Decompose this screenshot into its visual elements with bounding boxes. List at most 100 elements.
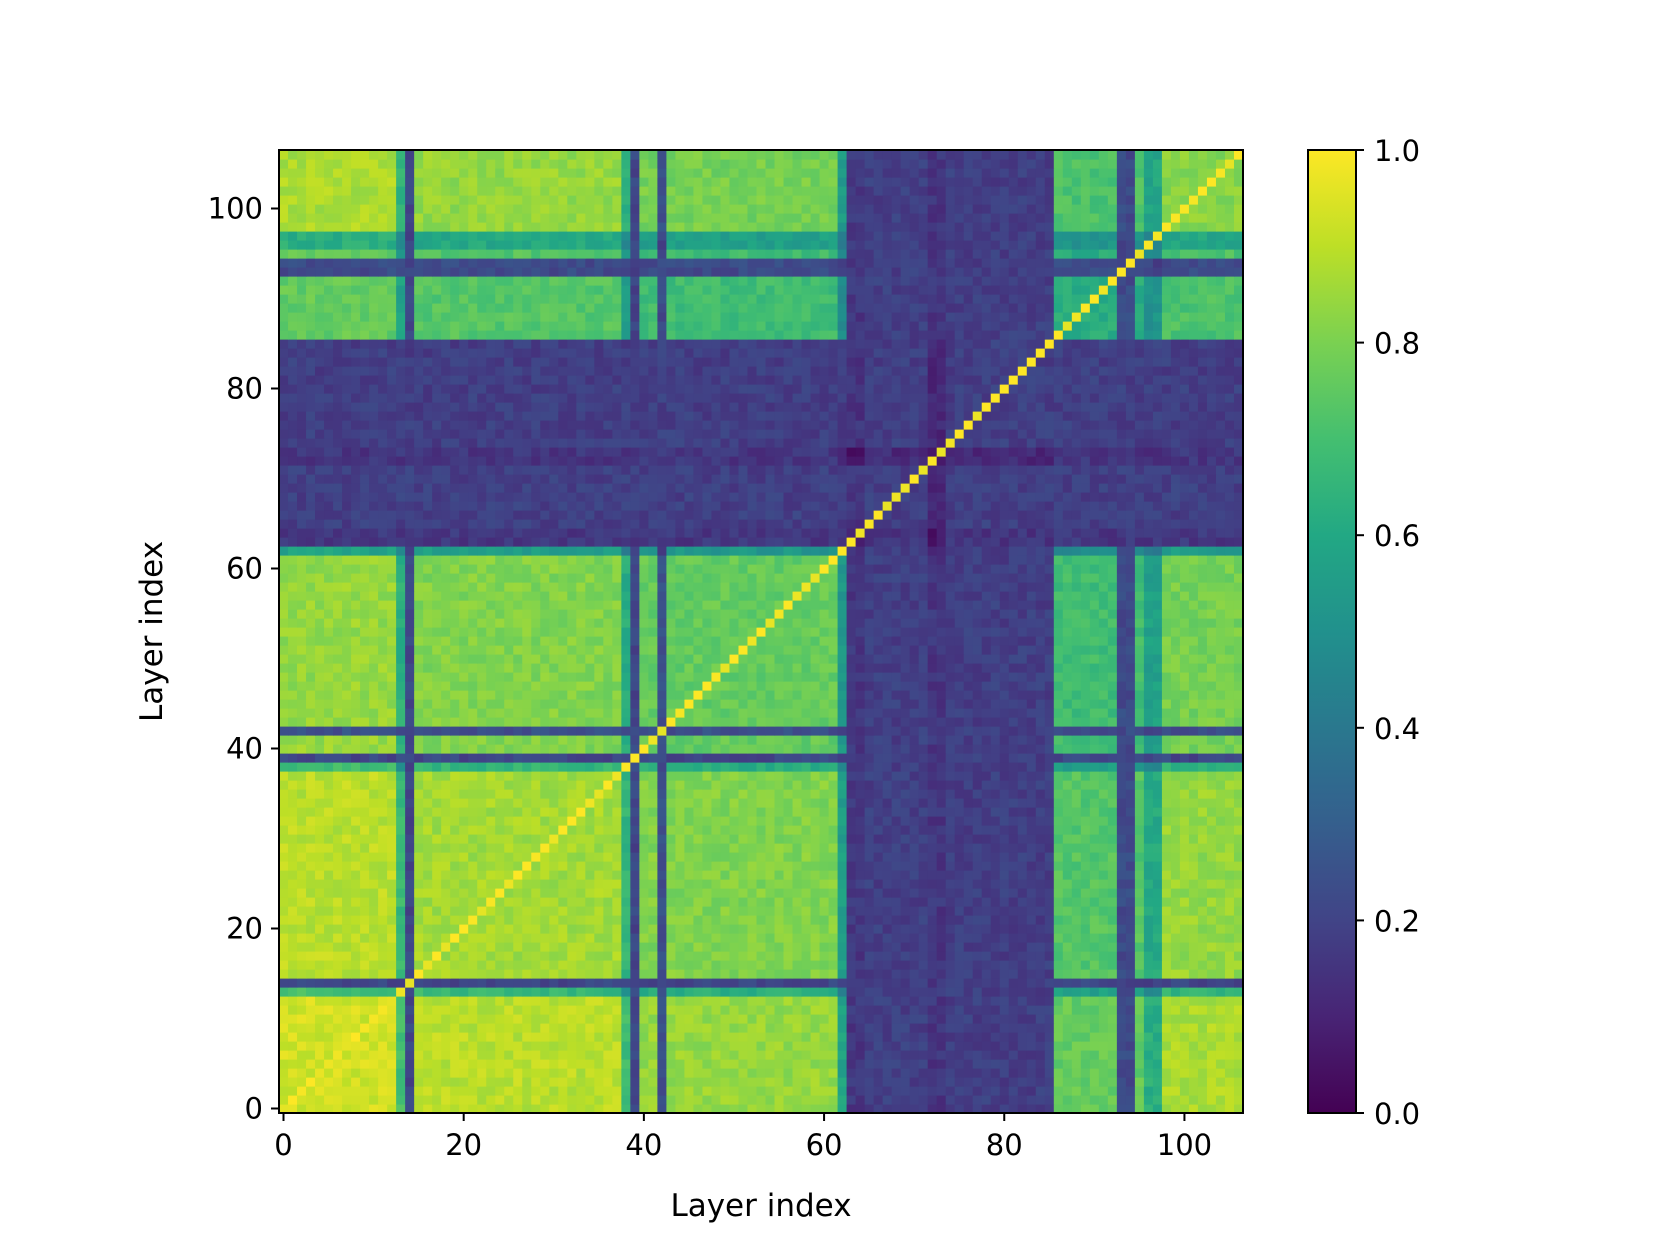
heatmap-cell <box>1170 717 1181 727</box>
heatmap-cell <box>738 1050 749 1060</box>
heatmap-cell <box>864 789 875 799</box>
heatmap-cell <box>648 1005 658 1015</box>
heatmap-cell <box>981 1050 992 1060</box>
heatmap-cell <box>1017 798 1028 808</box>
heatmap-cell <box>387 807 397 817</box>
heatmap-cell <box>1044 924 1055 934</box>
heatmap-cell <box>1035 834 1046 844</box>
heatmap-cell <box>1080 1041 1091 1051</box>
heatmap-cell <box>801 843 812 853</box>
heatmap-cell <box>324 888 334 898</box>
heatmap-cell <box>1080 1032 1091 1042</box>
heatmap-cell <box>1197 897 1208 907</box>
heatmap-cell <box>1125 1032 1136 1042</box>
heatmap-cell <box>1188 1095 1199 1105</box>
heatmap-cell <box>576 924 586 934</box>
heatmap-cell <box>630 1086 640 1096</box>
heatmap-cell <box>1233 870 1244 880</box>
heatmap-cell <box>450 690 460 700</box>
heatmap-cell <box>828 987 839 997</box>
heatmap-cell <box>1206 726 1217 736</box>
heatmap-cell <box>648 780 658 790</box>
heatmap-cell <box>783 1068 794 1078</box>
heatmap-cell <box>522 888 532 898</box>
heatmap-cell <box>297 762 307 772</box>
heatmap-cell <box>900 969 911 979</box>
heatmap-cell <box>540 1104 550 1114</box>
heatmap-cell <box>918 906 929 916</box>
heatmap-cell <box>792 825 803 835</box>
heatmap-cell <box>990 969 1001 979</box>
heatmap-cell <box>738 1023 749 1033</box>
heatmap-cell <box>810 789 821 799</box>
heatmap-cell <box>1188 708 1199 718</box>
heatmap-cell <box>1008 1086 1019 1096</box>
heatmap-cell <box>486 933 496 943</box>
heatmap-cell <box>1152 933 1163 943</box>
heatmap-cell <box>747 870 758 880</box>
heatmap-cell <box>1125 1023 1136 1033</box>
heatmap-cell <box>792 897 803 907</box>
heatmap-cell <box>1179 1050 1190 1060</box>
heatmap-cell <box>711 1032 722 1042</box>
heatmap-cell <box>864 1005 875 1015</box>
heatmap-cell <box>468 1068 478 1078</box>
heatmap-cell <box>630 978 640 988</box>
heatmap-cell <box>1089 933 1100 943</box>
heatmap-cell <box>774 726 785 736</box>
heatmap-cell <box>801 1086 812 1096</box>
heatmap-cell <box>1179 1014 1190 1024</box>
heatmap-cell <box>657 978 667 988</box>
heatmap-cell <box>837 969 848 979</box>
heatmap-cell <box>333 951 343 961</box>
heatmap-cell <box>675 690 686 700</box>
heatmap-cell <box>450 987 460 997</box>
heatmap-cell <box>558 735 568 745</box>
heatmap-cell <box>810 816 821 826</box>
heatmap-cell <box>1044 744 1055 754</box>
heatmap-cell <box>675 726 686 736</box>
heatmap-cell <box>756 987 767 997</box>
heatmap-cell <box>693 996 704 1006</box>
heatmap-cell <box>936 1104 947 1114</box>
heatmap-cell <box>504 717 514 727</box>
heatmap-cell <box>1098 924 1109 934</box>
heatmap-cell <box>477 987 487 997</box>
heatmap-cell <box>900 1032 911 1042</box>
heatmap-cell <box>855 1104 866 1114</box>
heatmap-cell <box>378 861 388 871</box>
heatmap-cell <box>414 933 424 943</box>
heatmap-cell <box>837 816 848 826</box>
heatmap-cell <box>1089 897 1100 907</box>
heatmap-cell <box>1206 924 1217 934</box>
heatmap-cell <box>1170 879 1181 889</box>
heatmap-cell <box>1143 915 1154 925</box>
heatmap-cell <box>603 726 613 736</box>
heatmap-cell <box>738 726 749 736</box>
heatmap-cell <box>639 798 649 808</box>
heatmap-cell <box>306 951 316 961</box>
heatmap-cell <box>648 789 658 799</box>
heatmap-cell <box>522 879 532 889</box>
heatmap-cell <box>1116 861 1127 871</box>
heatmap-cell <box>810 1059 821 1069</box>
heatmap-cell <box>909 861 920 871</box>
heatmap-cell <box>810 996 821 1006</box>
heatmap-cell <box>1215 1068 1226 1078</box>
heatmap-cell <box>468 933 478 943</box>
heatmap-cell <box>1071 1077 1082 1087</box>
heatmap-cell <box>792 753 803 763</box>
heatmap-cell <box>288 1005 298 1015</box>
heatmap-cell <box>1161 789 1172 799</box>
heatmap-cell <box>981 915 992 925</box>
heatmap-cell <box>1143 1077 1154 1087</box>
heatmap-cell <box>1188 798 1199 808</box>
heatmap-cell <box>1143 825 1154 835</box>
heatmap-cell <box>1161 843 1172 853</box>
heatmap-cell <box>1116 825 1127 835</box>
heatmap-cell <box>1098 915 1109 925</box>
heatmap-cell <box>936 1059 947 1069</box>
heatmap-cell <box>1224 906 1235 916</box>
heatmap-cell <box>585 762 595 772</box>
heatmap-cell <box>360 1005 370 1015</box>
